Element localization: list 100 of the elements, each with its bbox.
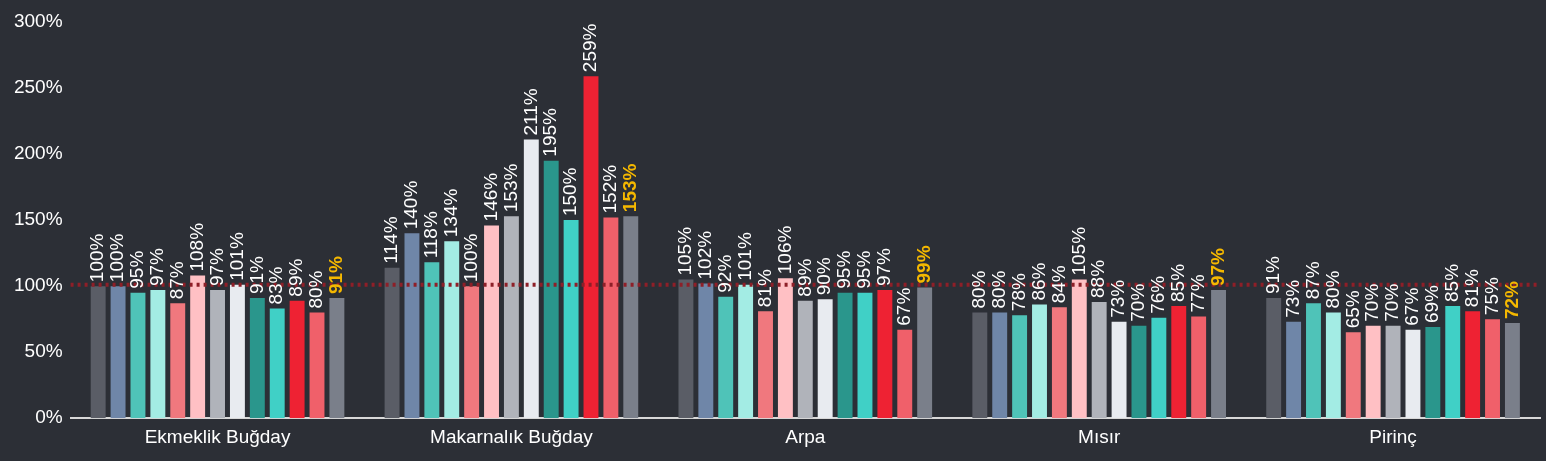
data-label: 89%	[285, 258, 307, 297]
data-label: 80%	[968, 270, 990, 309]
data-label: 70%	[1381, 283, 1403, 322]
bar	[797, 300, 813, 419]
data-label: 114%	[380, 216, 402, 264]
bar	[523, 139, 539, 419]
data-label: 87%	[1301, 261, 1323, 300]
data-label: 195%	[539, 107, 561, 157]
bar	[972, 312, 988, 419]
bar	[150, 290, 166, 419]
bar	[464, 286, 480, 419]
y-tick-label: 150%	[13, 208, 63, 230]
data-label: 97%	[1206, 247, 1228, 287]
bar	[484, 225, 499, 419]
data-label: 90%	[813, 257, 835, 296]
bar	[857, 292, 873, 419]
data-label: 91%	[325, 255, 347, 295]
y-tick-label: 100%	[13, 274, 63, 296]
data-label: 101%	[733, 232, 755, 281]
data-label: 100%	[106, 233, 128, 283]
data-label: 67%	[1401, 287, 1423, 326]
data-label: 73%	[1107, 279, 1129, 318]
y-tick-label: 300%	[13, 10, 63, 32]
data-label: 85%	[1166, 263, 1188, 302]
bar	[1012, 315, 1028, 419]
x-tick-label: Mısır	[1078, 425, 1121, 447]
bar	[1385, 325, 1401, 419]
bar	[992, 312, 1008, 419]
bar	[1405, 329, 1421, 419]
bar	[1445, 305, 1461, 419]
bar	[329, 298, 345, 419]
data-label: 97%	[146, 247, 168, 287]
data-label: 86%	[1027, 262, 1049, 301]
data-label: 91%	[1261, 255, 1283, 295]
x-tick-label: Arpa	[785, 425, 826, 447]
bar	[678, 279, 694, 419]
bar	[897, 329, 913, 419]
data-label: 95%	[126, 250, 148, 289]
data-label: 100%	[86, 233, 108, 283]
bar	[837, 292, 853, 419]
data-label: 76%	[1147, 275, 1169, 314]
bar	[444, 241, 460, 419]
bar	[1266, 298, 1282, 419]
data-label: 97%	[205, 247, 227, 287]
bar	[1091, 301, 1107, 419]
data-label: 80%	[987, 270, 1009, 309]
bar	[90, 286, 106, 419]
data-label: 140%	[400, 180, 422, 230]
bar	[583, 76, 599, 419]
bar	[190, 275, 206, 419]
bar	[249, 298, 265, 419]
data-label: 108%	[185, 222, 207, 272]
bar	[1151, 317, 1167, 419]
bar	[603, 217, 619, 419]
data-label: 69%	[1421, 284, 1443, 324]
data-label: 101%	[225, 232, 247, 281]
data-label: 102%	[694, 230, 716, 280]
data-label: 211%	[519, 88, 541, 136]
data-label: 78%	[1007, 273, 1029, 312]
data-label: 81%	[1460, 269, 1482, 308]
data-label: 88%	[1087, 259, 1109, 298]
x-tick-label: Ekmeklik Buğday	[144, 425, 291, 447]
bar	[718, 296, 734, 419]
bar	[623, 216, 639, 419]
y-tick-label: 250%	[13, 76, 63, 98]
bar	[877, 290, 893, 419]
data-label: 95%	[853, 250, 875, 289]
data-label: 87%	[165, 261, 187, 300]
y-tick-label: 200%	[13, 142, 63, 164]
data-label: 118%	[420, 211, 442, 259]
bar	[817, 299, 833, 419]
data-label: 85%	[1440, 263, 1462, 302]
data-label: 80%	[305, 270, 327, 309]
data-label: 134%	[439, 188, 461, 238]
data-label: 106%	[773, 225, 795, 275]
bar	[1306, 303, 1321, 419]
bar	[543, 160, 559, 419]
bar	[309, 312, 325, 419]
data-label: 75%	[1480, 277, 1502, 316]
bar	[1051, 307, 1067, 419]
bar	[404, 233, 420, 419]
bar	[1191, 316, 1207, 419]
data-label: 70%	[1127, 283, 1149, 322]
data-label: 146%	[479, 172, 501, 222]
data-label: 152%	[599, 164, 621, 214]
bar	[1485, 319, 1500, 419]
bar	[738, 284, 754, 419]
bar	[1032, 304, 1047, 419]
bar	[1425, 327, 1441, 419]
bar	[698, 283, 714, 419]
bar	[777, 278, 793, 419]
data-label: 105%	[1067, 226, 1089, 276]
bar	[1504, 323, 1520, 419]
bar	[1131, 325, 1147, 419]
data-label: 65%	[1341, 290, 1363, 329]
bar	[1365, 325, 1381, 419]
bar	[1071, 279, 1087, 419]
data-label: 95%	[833, 250, 855, 289]
data-label: 80%	[1321, 270, 1343, 309]
data-label: 153%	[499, 163, 521, 213]
